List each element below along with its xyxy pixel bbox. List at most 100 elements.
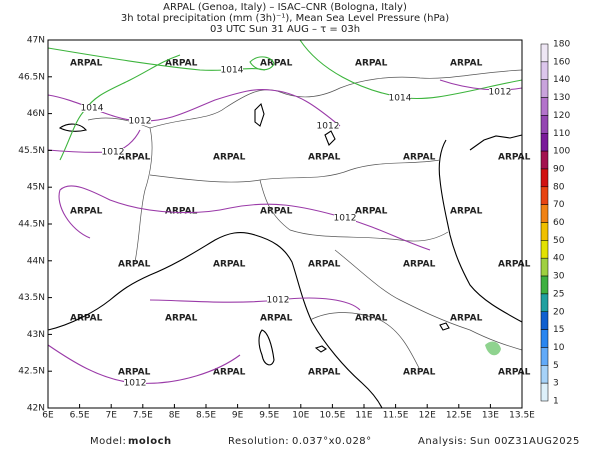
contour-label-bg [81,104,103,112]
lat-label: 44N [27,256,45,266]
watermark: ARPAL [70,314,103,324]
contour-labels: 1014 1014 1014 1012 1012 1012 1012 1012 1012 1012 [81,66,512,389]
watermark: ARPAL [355,207,388,217]
contour-label: 1014 [389,94,412,104]
watermark: ARPAL [355,314,388,324]
watermark: ARPAL [308,260,341,270]
lat-label: 42.5N [18,367,45,377]
title-line: 3h total precipitation (mm (3h)⁻¹), Mean… [121,13,449,24]
border [87,117,153,263]
lon-label: 12.5E [446,411,472,421]
colorbar-box [540,311,549,330]
watermark: ARPAL [450,59,483,69]
colorbar-box [540,257,549,277]
colorbar-label: 50 [553,236,565,246]
watermark: ARPAL [308,153,341,163]
colorbar-box [540,186,549,205]
lake [254,102,265,127]
colorbar-label: 120 [553,111,570,121]
contour-label: 1014 [221,66,244,76]
contour-label-bg [317,122,339,130]
watermark: ARPAL [118,260,151,270]
lon-label: 13E [482,411,499,421]
watermark: ARPAL [498,153,531,163]
watermark: ARPAL [70,59,103,69]
isobar-1014 [47,47,266,71]
contour-label-bg [129,117,151,125]
lake [324,130,336,146]
lon-label: 7.5E [133,411,153,421]
colorbar-label: 180 [553,40,570,50]
border [334,249,523,351]
watermark: ARPAL [450,314,483,324]
title-line: ARPAL (Genoa, Italy) – ISAC–CNR (Bologna… [163,2,407,13]
coastline [469,134,523,151]
contour-label: 1012 [124,379,147,389]
contour-label: 1012 [317,122,340,132]
watermark: ARPAL [260,59,293,69]
contour-label: 1012 [267,296,290,306]
lat-label: 45.5N [18,146,45,156]
watermark: ARPAL [260,207,293,217]
lat-label: 47N [27,36,45,46]
contour-label: 1012 [102,148,125,158]
colorbar: 1801601401301201101009080706050403025201… [540,40,570,407]
colorbar-box [540,115,549,134]
isobar-1012 [58,185,431,251]
lat-label: 45N [27,183,45,193]
colorbar-label: 110 [553,129,570,139]
isobar-1012 [47,88,341,127]
colorbar-box [540,61,549,80]
colorbar-box [540,79,549,98]
contour-label-bg [124,379,146,387]
contour-label: 1012 [129,117,152,127]
title-line: 03 UTC Sun 31 AUG – τ = 03h [210,24,360,35]
isobar-1012 [439,79,523,91]
border [149,159,441,183]
watermark: ARPAL [165,314,198,324]
colorbar-label: 30 [553,272,565,282]
colorbar-box [540,150,549,170]
lake [58,123,87,132]
colorbar-label: 15 [553,325,564,335]
contour-label: 1014 [81,104,104,114]
colorbar-label: 80 [553,182,565,192]
contour-label-bg [334,214,356,222]
isobar-1014 [249,56,275,71]
lat-label: 46N [27,109,45,119]
colorbar-box [540,97,549,116]
colorbar-box [540,43,549,63]
colorbar-label: 60 [553,218,565,228]
watermark: ARPAL [403,260,436,270]
watermark: ARPAL [403,368,436,378]
watermark: ARPAL [70,207,103,217]
contour-label-bg [389,94,411,102]
coastlines [47,102,523,409]
colorbar-box [540,382,549,402]
colorbar-label: 100 [553,147,570,157]
lon-label: 6E [42,411,54,421]
lon-label: 8E [169,411,181,421]
lon-label: 11.5E [383,411,409,421]
lat-label: 43N [27,330,45,340]
precip-patch [485,341,501,356]
colorbar-label: 90 [553,164,565,174]
lon-label: 9E [232,411,244,421]
lat-label: 44.5N [18,220,45,230]
colorbar-box [540,240,549,259]
colorbar-label: 25 [553,289,564,299]
watermark: ARPAL [213,368,246,378]
coastline [47,231,383,409]
footer-label: Analysis: [418,436,467,447]
lon-label: 10E [292,411,309,421]
border [259,179,449,242]
watermark: ARPAL [450,207,483,217]
lon-label: 8.5E [196,411,216,421]
contour-label: 1012 [489,88,512,98]
coastline [438,139,523,323]
colorbar-box [540,275,549,295]
colorbar-box [540,204,549,223]
contour-label-bg [221,66,243,74]
border [309,312,421,371]
colorbar-label: 20 [553,307,565,317]
